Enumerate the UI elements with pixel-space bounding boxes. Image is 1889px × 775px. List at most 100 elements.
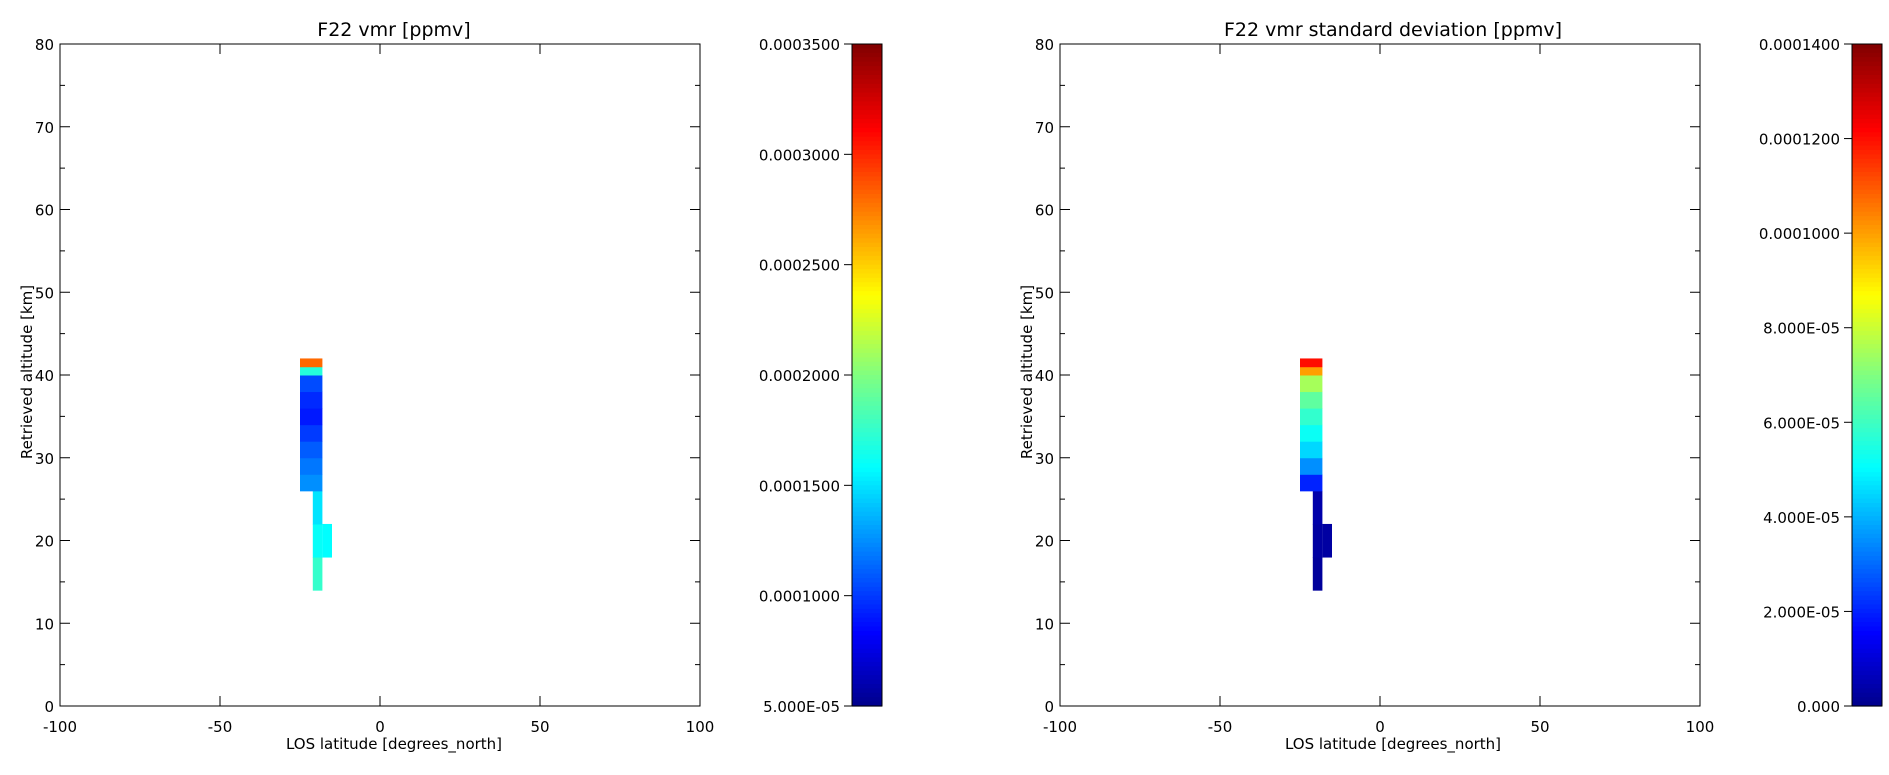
vmr-std-colorbar-strip [1852,211,1882,217]
vmr-colorbar-strip [852,313,882,319]
vmr-std-x-tick-label: 0 [1375,718,1385,736]
vmr-colorbar-strip [852,595,882,601]
vmr-colorbar-strip [852,688,882,694]
vmr-colorbar-strip [852,96,882,102]
vmr-std-colorbar-strip [1852,635,1882,641]
vmr-std-colorbar-tick-label: 2.000E-05 [1763,603,1840,621]
vmr-y-tick-label: 10 [35,615,54,633]
vmr-colorbar-strip [852,644,882,650]
vmr-std-colorbar-strip [1852,326,1882,332]
vmr-colorbar-strip [852,564,882,570]
vmr-std-colorbar-strip [1852,560,1882,566]
vmr-colorbar-strip [852,604,882,610]
vmr-std-colorbar-strip [1852,529,1882,535]
vmr-std-colorbar-strip [1852,375,1882,381]
vmr-colorbar-strip [852,675,882,681]
vmr-std-colorbar-strip [1852,366,1882,372]
vmr-colorbar-strip [852,247,882,253]
vmr-std-data-cell [1312,490,1323,525]
vmr-colorbar-strip [852,260,882,266]
vmr-colorbar-strip [852,441,882,447]
vmr-colorbar-strip [852,211,882,217]
vmr-y-axis-label: Retrieved altitude [km] [18,285,36,459]
vmr-std-colorbar-strip [1852,547,1882,553]
vmr-colorbar-strip [852,388,882,394]
vmr-colorbar-strip [852,224,882,230]
vmr-std-colorbar-strip [1852,586,1882,592]
vmr-std-colorbar-strip [1852,185,1882,191]
vmr-colorbar-strip [852,330,882,336]
vmr-std-colorbar-strip [1852,525,1882,531]
vmr-std-colorbar-strip [1852,520,1882,526]
vmr-colorbar-strip [852,401,882,407]
vmr-std-colorbar-strip [1852,555,1882,561]
vmr-std-colorbar-strip [1852,291,1882,297]
vmr-colorbar-strip [852,136,882,142]
vmr-colorbar-strip [852,613,882,619]
vmr-std-colorbar-strip [1852,569,1882,575]
vmr-std-x-tick-label: -100 [1043,718,1077,736]
vmr-colorbar-strip [852,269,882,275]
vmr-data-cell [312,490,323,525]
vmr-std-colorbar-tick-label: 4.000E-05 [1763,509,1840,527]
vmr-std-colorbar-strip [1852,480,1882,486]
vmr-colorbar-strip [852,476,882,482]
vmr-std-colorbar-strip [1852,141,1882,147]
vmr-colorbar-strip [852,264,882,270]
vmr-std-colorbar-strip [1852,171,1882,177]
vmr-colorbar-strip [852,57,882,63]
vmr-std-data-cell [1312,523,1323,558]
vmr-std-colorbar-strip [1852,476,1882,482]
vmr-colorbar-strip [852,299,882,305]
vmr-colorbar-tick-label: 0.0003000 [759,146,840,164]
vmr-std-data-cell [1300,424,1323,442]
vmr-colorbar-strip [852,578,882,584]
vmr-std-colorbar-frame [1851,43,1883,707]
vmr-data-cell [312,557,323,591]
vmr-std-colorbar-strip [1852,397,1882,403]
vmr-std-colorbar-strip [1852,74,1882,80]
vmr-colorbar-strip [852,357,882,363]
vmr-colorbar-strip [852,520,882,526]
vmr-y-tick-label: 0 [44,698,54,716]
vmr-std-y-tick-label: 30 [1035,450,1054,468]
vmr-std-colorbar-strip [1852,502,1882,508]
vmr-colorbar-strip [852,375,882,381]
vmr-std-colorbar-strip [1852,207,1882,213]
vmr-colorbar-strip [852,74,882,80]
vmr-std-colorbar-strip [1852,255,1882,261]
vmr-std-colorbar-strip [1852,105,1882,111]
vmr-colorbar-strip [852,586,882,592]
vmr-std-data-cell [1300,358,1323,368]
vmr-colorbar-strip [852,66,882,72]
vmr-colorbar-strip [852,494,882,500]
vmr-colorbar-strip [852,286,882,292]
vmr-colorbar-strip [852,472,882,478]
vmr-colorbar-strip [852,547,882,553]
vmr-std-colorbar-strip [1852,423,1882,429]
vmr-std-colorbar-strip [1852,622,1882,628]
vmr-std-colorbar-strip [1852,96,1882,102]
vmr-colorbar-strip [852,277,882,283]
vmr-colorbar-strip [852,600,882,606]
vmr-std-data-cell [1312,557,1323,591]
vmr-std-colorbar-strip [1852,260,1882,266]
vmr-std-colorbar-strip [1852,410,1882,416]
vmr-std-colorbar-strip [1852,330,1882,336]
vmr-std-colorbar-strip [1852,392,1882,398]
vmr-std-colorbar-strip [1852,485,1882,491]
vmr-std-y-axis-label-wrap: Retrieved altitude [km] [1018,285,1036,459]
vmr-std-colorbar-strip [1852,467,1882,473]
vmr-colorbar-strip [852,582,882,588]
vmr-std-colorbar-strip [1852,286,1882,292]
vmr-std-colorbar-strip [1852,617,1882,623]
vmr-colorbar-strip [852,154,882,160]
vmr-std-y-tick-label: 60 [1035,202,1054,220]
vmr-std-colorbar-strip [1852,198,1882,204]
vmr-std-colorbar-strip [1852,251,1882,257]
vmr-std-colorbar-strip [1852,683,1882,689]
vmr-x-axis-label: LOS latitude [degrees_north] [286,735,502,754]
vmr-std-colorbar-tick-label: 6.000E-05 [1763,414,1840,432]
vmr-std-colorbar-strip [1852,538,1882,544]
